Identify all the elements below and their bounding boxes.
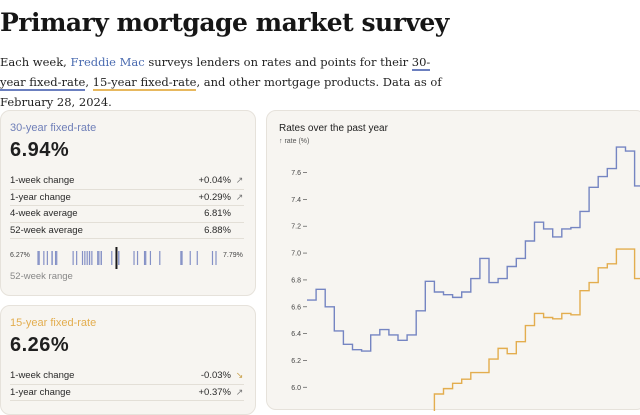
stat-row-1-year-change: 1-year change +0.37% ↗	[10, 385, 244, 401]
intro-text: ,	[85, 75, 93, 89]
52-week-range-strip	[37, 247, 217, 269]
series-line-30-year-fixed-rate[interactable]	[307, 146, 640, 352]
stat-value: +0.04%	[198, 175, 232, 187]
arrow-up-right-icon: ↗	[235, 175, 244, 186]
stat-value: +0.37%	[198, 386, 232, 398]
intro-text: , and other mortgage products. Data as o…	[0, 75, 442, 109]
arrow-down-right-icon: ↘	[235, 370, 244, 381]
15-year-fixed-rate-link[interactable]: 15-year fixed-rate	[92, 75, 197, 91]
stat-label: 1-week change	[10, 175, 75, 187]
arrow-up-right-icon: ↗	[235, 386, 244, 397]
intro-paragraph: Each week, Freddie Mac surveys lenders o…	[0, 52, 450, 112]
rates-chart-panel: Rates over the past year ↑ rate (%) 6.0 6…	[266, 110, 640, 411]
stat-row-1-week-change: 1-week change -0.03% ↘	[10, 368, 244, 385]
range-low-label: 6.27%	[10, 252, 30, 259]
y-axis-unit-label: ↑ rate (%)	[279, 138, 310, 145]
card-label: 15-year fixed-rate	[10, 317, 97, 329]
y-tick-label: 6.8	[291, 277, 301, 284]
rates-line-chart[interactable]: 6.0 6.2 6.4 6.6 6.8 7.0 7.2 7.4 7.6	[267, 111, 640, 411]
stat-row-1-week-change: 1-week change +0.04% ↗	[10, 173, 244, 190]
rate-card-30-year: 30-year fixed-rate 6.94% 1-week change +…	[0, 110, 256, 296]
stat-row-4-week-average: 4-week average 6.81%	[10, 206, 244, 223]
stat-value: 6.88%	[204, 224, 231, 236]
card-rate-value: 6.94%	[10, 139, 70, 161]
range-caption: 52-week range	[10, 271, 73, 282]
stats-list: 1-week change +0.04% ↗ 1-year change +0.2…	[10, 173, 244, 239]
30-year-fixed-rate-link[interactable]: 30-year fixed-rate	[0, 55, 431, 91]
y-tick-label: 6.4	[291, 331, 301, 338]
page-title: Primary mortgage market survey	[0, 8, 449, 37]
stat-value: +0.29%	[198, 191, 232, 203]
stat-label: 4-week average	[10, 208, 78, 220]
arrow-up-right-icon: ↗	[235, 191, 244, 202]
y-tick-label: 6.0	[291, 385, 301, 392]
chart-title: Rates over the past year	[279, 123, 388, 134]
card-rate-value: 6.26%	[10, 334, 70, 356]
stat-value: 6.81%	[204, 208, 231, 220]
stat-label: 1-year change	[10, 386, 71, 398]
y-tick-label: 6.6	[291, 304, 301, 311]
stat-label: 1-week change	[10, 370, 75, 382]
stat-label: 1-year change	[10, 191, 71, 203]
stat-row-1-year-change: 1-year change +0.29% ↗	[10, 190, 244, 206]
y-tick-label: 7.6	[291, 170, 301, 177]
stat-label: 52-week average	[10, 224, 83, 236]
stat-row-52-week-average: 52-week average 6.88%	[10, 223, 244, 239]
y-tick-label: 7.0	[291, 251, 301, 258]
card-label: 30-year fixed-rate	[10, 122, 97, 134]
intro-text: surveys lenders on rates and points for …	[144, 55, 412, 69]
y-tick-label: 7.2	[291, 224, 301, 231]
stats-list: 1-week change -0.03% ↘ 1-year change +0.3…	[10, 368, 244, 401]
series-line-15-year-fixed-rate[interactable]	[425, 248, 640, 411]
range-high-label: 7.79%	[223, 252, 243, 259]
stat-value: -0.03%	[200, 370, 231, 382]
y-tick-label: 6.2	[291, 358, 301, 365]
rate-card-15-year: 15-year fixed-rate 6.26% 1-week change -…	[0, 305, 256, 415]
y-tick-label: 7.4	[291, 197, 301, 204]
freddie-mac-link[interactable]: Freddie Mac	[70, 55, 145, 69]
intro-text: Each week,	[0, 55, 71, 69]
